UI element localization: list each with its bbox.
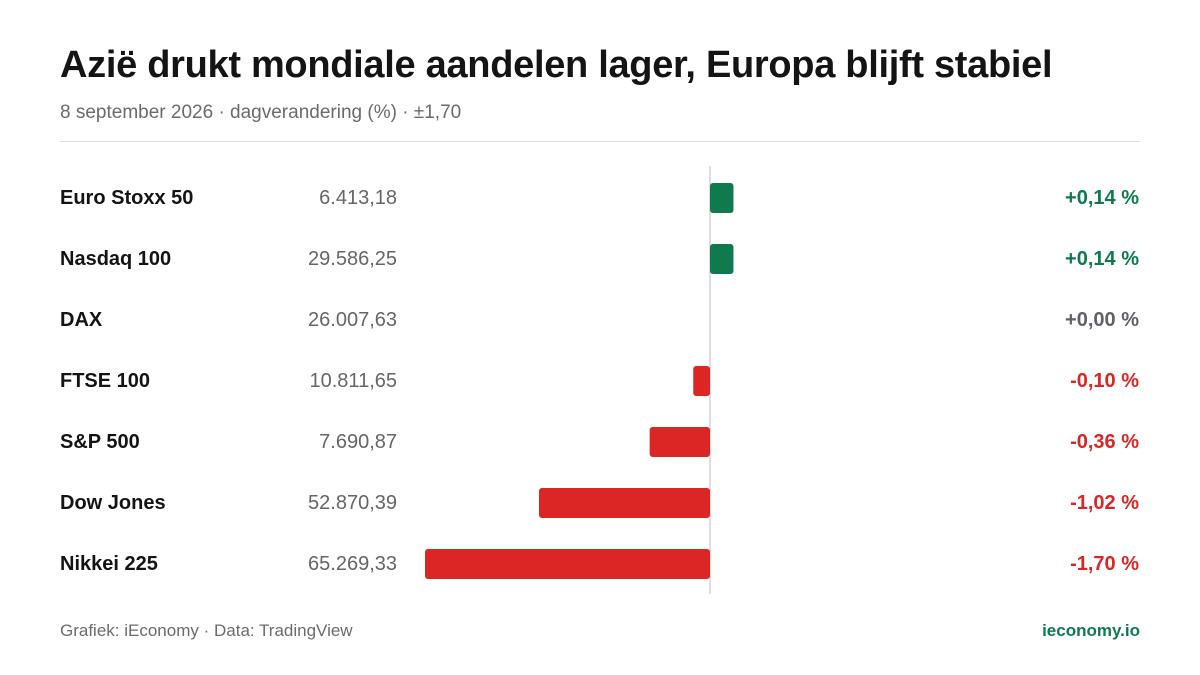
index-name: FTSE 100 [60, 370, 150, 392]
index-level: 7.690,87 [319, 431, 397, 453]
index-name: Nikkei 225 [60, 553, 158, 575]
index-level: 26.007,63 [308, 309, 397, 331]
change-label: -1,70 % [1070, 553, 1139, 575]
change-label: -1,02 % [1070, 492, 1139, 514]
change-bar [649, 427, 710, 457]
change-bar [710, 244, 734, 274]
change-bar [693, 366, 710, 396]
index-name: DAX [60, 309, 103, 331]
index-name: Euro Stoxx 50 [60, 187, 193, 209]
change-label: +0,14 % [1065, 187, 1139, 209]
change-bar [539, 488, 710, 518]
index-level: 6.413,18 [319, 187, 397, 209]
change-label: -0,10 % [1070, 370, 1139, 392]
index-name: S&P 500 [60, 431, 140, 453]
index-level: 10.811,65 [310, 370, 398, 392]
index-name: Dow Jones [60, 492, 166, 514]
change-bar [425, 549, 710, 579]
change-bar [710, 183, 734, 213]
site-link[interactable]: ieconomy.io [1042, 621, 1140, 640]
chart-title: Azië drukt mondiale aandelen lager, Euro… [60, 44, 1053, 86]
change-label: +0,14 % [1065, 248, 1139, 270]
index-name: Nasdaq 100 [60, 248, 171, 270]
index-level: 29.586,25 [308, 248, 397, 270]
index-level: 52.870,39 [308, 492, 397, 514]
index-level: 65.269,33 [308, 553, 397, 575]
change-label: +0,00 % [1065, 309, 1139, 331]
change-label: -0,36 % [1070, 431, 1139, 453]
source-note: Grafiek: iEconomy · Data: TradingView [60, 621, 353, 640]
chart-subtitle: 8 september 2026 · dagverandering (%) · … [60, 102, 462, 123]
header-divider [60, 141, 1140, 142]
